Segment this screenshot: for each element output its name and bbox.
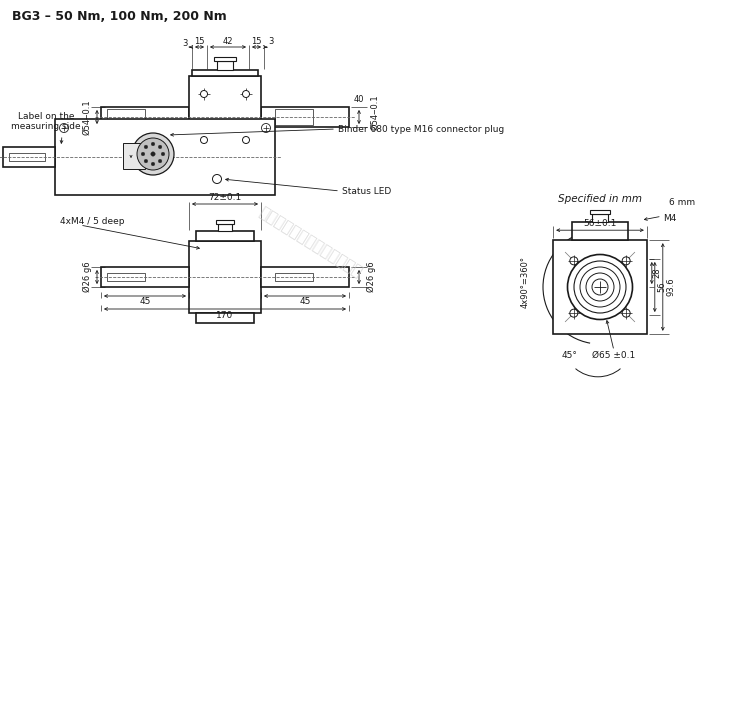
Text: Ø26 g6: Ø26 g6 (367, 262, 376, 293)
Text: Label on the
measuring side: Label on the measuring side (11, 112, 81, 131)
Circle shape (574, 261, 626, 313)
Bar (217, 61, 233, 70)
Text: Ø54‒0.1: Ø54‒0.1 (82, 99, 92, 135)
Bar (55, 119, 275, 195)
Bar (218, 224, 232, 231)
Text: BG3 – 50 Nm, 100 Nm, 200 Nm: BG3 – 50 Nm, 100 Nm, 200 Nm (12, 11, 226, 24)
Text: 3: 3 (268, 37, 274, 47)
Text: 45°: 45° (562, 351, 578, 361)
Bar (189, 76, 261, 158)
Circle shape (622, 257, 630, 265)
Bar (189, 241, 261, 313)
Text: 6 mm: 6 mm (669, 198, 695, 206)
Text: 4xM4 / 5 deep: 4xM4 / 5 deep (60, 217, 124, 227)
Circle shape (200, 136, 208, 143)
Bar (216, 220, 234, 224)
Text: 15: 15 (194, 37, 205, 47)
Bar (572, 222, 628, 240)
Text: Binder 680 type M16 connector plug: Binder 680 type M16 connector plug (338, 125, 504, 133)
Bar (590, 210, 610, 214)
Bar (261, 107, 349, 127)
Text: 40: 40 (354, 95, 364, 105)
Bar (101, 107, 189, 127)
Circle shape (622, 309, 630, 317)
Circle shape (262, 123, 271, 133)
Circle shape (570, 257, 578, 265)
Bar (192, 70, 258, 76)
Bar (196, 231, 254, 241)
Text: 45: 45 (299, 298, 310, 306)
Circle shape (152, 162, 154, 166)
Text: 4x90°=360°: 4x90°=360° (520, 256, 530, 308)
Circle shape (200, 90, 208, 98)
Circle shape (59, 123, 68, 133)
Bar (9, 153, 45, 161)
Text: Ø54‒0.1: Ø54‒0.1 (370, 94, 380, 130)
Bar (107, 273, 145, 281)
Text: M4: M4 (663, 214, 676, 223)
Circle shape (144, 159, 148, 163)
Text: 42: 42 (223, 37, 233, 47)
Text: 15: 15 (251, 37, 262, 47)
Text: 广州欣鑫自动化科技有限公司: 广州欣鑫自动化科技有限公司 (256, 204, 364, 280)
Bar (123, 143, 145, 169)
Text: Specified in mm: Specified in mm (558, 194, 642, 204)
Circle shape (580, 267, 620, 307)
Circle shape (132, 133, 174, 175)
Bar (3, 147, 55, 167)
Circle shape (242, 136, 250, 143)
Circle shape (151, 152, 155, 156)
Circle shape (568, 255, 632, 320)
Circle shape (161, 152, 165, 156)
Circle shape (144, 145, 148, 148)
Bar (275, 109, 313, 125)
Text: 56: 56 (657, 282, 666, 293)
Circle shape (592, 279, 608, 295)
Text: 72±0.1: 72±0.1 (209, 194, 242, 202)
Bar (192, 158, 258, 164)
Circle shape (141, 152, 145, 156)
Circle shape (137, 138, 169, 170)
Bar (275, 273, 313, 281)
Text: 45: 45 (140, 298, 151, 306)
Text: 170: 170 (216, 310, 234, 320)
Circle shape (570, 309, 578, 317)
Text: 28: 28 (652, 267, 662, 278)
Circle shape (158, 145, 162, 148)
Text: Status LED: Status LED (342, 186, 392, 196)
Circle shape (242, 90, 250, 98)
Text: 93.6: 93.6 (666, 277, 675, 296)
Bar (196, 313, 254, 323)
Text: 3: 3 (182, 39, 188, 47)
Bar (554, 240, 646, 334)
Text: 56±0.1: 56±0.1 (584, 219, 616, 228)
Circle shape (158, 159, 162, 163)
Text: Ø26 g6: Ø26 g6 (82, 262, 92, 293)
Bar (261, 267, 349, 287)
Text: Ø65 ±0.1: Ø65 ±0.1 (592, 351, 635, 361)
Bar (214, 57, 236, 61)
Bar (107, 109, 145, 125)
Bar (592, 214, 608, 222)
Circle shape (586, 273, 614, 301)
Circle shape (212, 174, 221, 184)
Bar (101, 267, 189, 287)
Circle shape (152, 142, 154, 146)
